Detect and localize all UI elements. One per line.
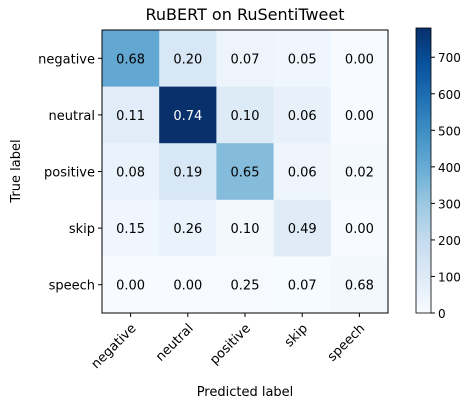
- heatmap-cell: [159, 199, 217, 257]
- y-axis-label: True label: [9, 139, 24, 203]
- heatmap-cell: [102, 256, 160, 314]
- heatmap-cell: [273, 86, 332, 144]
- colorbar-tick-label: 600: [438, 88, 461, 102]
- x-tick-label: neutral: [153, 321, 196, 364]
- x-axis-ticks: negative neutral positive skip speech: [89, 313, 368, 372]
- colorbar-tick-label: 400: [438, 161, 461, 175]
- cell-value-label: 0.00: [345, 109, 374, 124]
- cell-value-label: 0.08: [116, 166, 145, 181]
- cell-value-label: 0.00: [173, 279, 202, 294]
- y-tick-label: skip: [69, 222, 95, 237]
- cell-value-label: 0.74: [173, 109, 202, 124]
- heatmap-cell: [330, 256, 389, 314]
- x-tick-label: negative: [89, 321, 140, 372]
- heatmap-cell: [273, 256, 332, 314]
- chart-title: RuBERT on RuSentiTweet: [145, 5, 344, 24]
- heatmap-cell: [330, 30, 389, 87]
- heatmap-cell: [102, 30, 160, 87]
- colorbar-tick-label: 0: [438, 307, 446, 321]
- cell-value-label: 0.07: [288, 279, 317, 294]
- colorbar-tick-label: 200: [438, 234, 461, 248]
- heatmap-cell: [216, 86, 274, 144]
- x-axis-label: Predicted label: [197, 385, 294, 400]
- heatmap-cell: [216, 143, 274, 201]
- colorbar: 0 100 200 300 400 500 600 700: [415, 27, 461, 321]
- cell-value-label: 0.07: [231, 52, 260, 67]
- y-tick-label: negative: [38, 52, 95, 67]
- heatmap-cell: [273, 199, 332, 257]
- cell-value-label: 0.00: [345, 52, 374, 67]
- colorbar-tick-label: 700: [438, 51, 461, 65]
- cell-value-label: 0.00: [116, 279, 145, 294]
- y-axis-ticks: negative neutral positive skip speech: [38, 52, 102, 294]
- heatmap-cell: [159, 86, 217, 144]
- x-tick-label: speech: [325, 321, 368, 364]
- heatmap-cell: [216, 256, 274, 314]
- colorbar-gradient: [415, 27, 432, 314]
- cell-value-label: 0.68: [345, 279, 374, 294]
- cell-value-label: 0.68: [116, 52, 145, 67]
- heatmap-cell: [273, 143, 332, 201]
- heatmap-cell: [273, 30, 332, 87]
- cell-value-label: 0.10: [231, 109, 260, 124]
- colorbar-tick-label: 100: [438, 270, 461, 284]
- heatmap-cell: [102, 143, 160, 201]
- x-tick-label: positive: [207, 321, 254, 368]
- heatmap-cell: [330, 143, 389, 201]
- heatmap-cells: 0.68 0.20 0.07 0.05 0.00 0.11 0.74 0.10 0.06 0.00…: [102, 30, 389, 314]
- y-tick-label: neutral: [49, 109, 96, 124]
- heatmap-cell: [102, 86, 160, 144]
- heatmap-cell: [216, 30, 274, 87]
- cell-value-label: 0.15: [116, 222, 145, 237]
- colorbar-tick-label: 300: [438, 197, 461, 211]
- cell-value-label: 0.19: [173, 166, 202, 181]
- colorbar-tick-label: 500: [438, 124, 461, 138]
- cell-value-label: 0.00: [345, 222, 374, 237]
- heatmap-cell: [216, 199, 274, 257]
- y-tick-label: positive: [44, 166, 95, 181]
- cell-value-label: 0.05: [288, 52, 317, 67]
- cell-value-label: 0.06: [288, 166, 317, 181]
- heatmap-cell: [159, 143, 217, 201]
- cell-value-label: 0.10: [231, 222, 260, 237]
- heatmap-cell: [330, 86, 389, 144]
- cell-value-label: 0.49: [288, 222, 317, 237]
- cell-value-label: 0.20: [173, 52, 202, 67]
- cell-value-label: 0.11: [116, 109, 145, 124]
- cell-value-label: 0.65: [231, 166, 260, 181]
- cell-value-label: 0.26: [173, 222, 202, 237]
- cell-value-label: 0.02: [345, 166, 374, 181]
- y-tick-label: speech: [49, 279, 95, 294]
- heatmap-cell: [102, 199, 160, 257]
- cell-value-label: 0.06: [288, 109, 317, 124]
- cell-value-label: 0.25: [231, 279, 260, 294]
- x-tick-label: skip: [282, 321, 311, 350]
- heatmap-cell: [159, 256, 217, 314]
- heatmap-cell: [330, 199, 389, 257]
- heatmap-cell: [159, 30, 217, 87]
